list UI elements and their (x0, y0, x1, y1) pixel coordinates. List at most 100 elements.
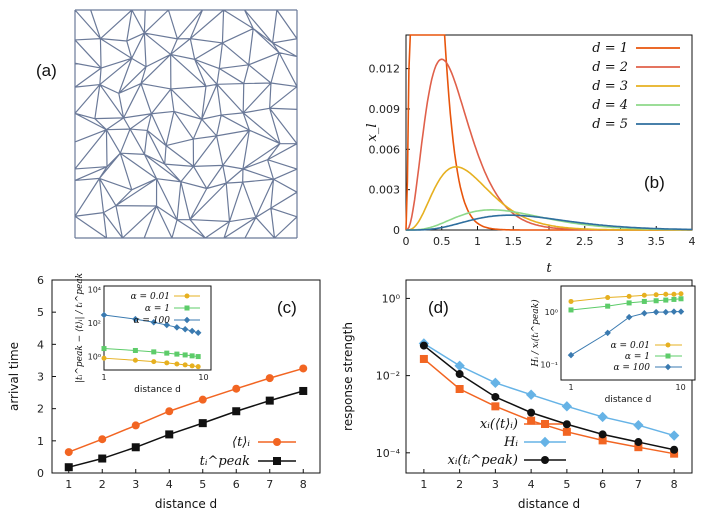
inset-legend-marker-0 (665, 342, 671, 348)
inset-data-point (182, 352, 188, 358)
x-tick-label: 1.5 (505, 235, 523, 248)
data-point (131, 421, 140, 430)
inset-data-point (641, 310, 648, 317)
inset-legend-label-2: α = 100 (133, 316, 170, 326)
legend-marker-1 (539, 436, 551, 448)
legend-label-2: xᵢ(tᵢ^peak) (448, 453, 518, 468)
data-point (165, 407, 174, 416)
y-tick-label: 10⁰ (382, 292, 401, 305)
data-point (198, 395, 207, 404)
inset-data-point (625, 313, 633, 321)
y-tick-label: 0 (37, 467, 44, 480)
inset-data-point (132, 347, 138, 353)
x-tick-label: 7 (266, 478, 273, 491)
data-point (561, 401, 573, 412)
y-tick-label: 4 (37, 338, 44, 351)
x-tick-label: 3 (617, 235, 624, 248)
inset-data-point (653, 298, 659, 304)
inset-legend-marker-2 (183, 316, 191, 324)
inset-y-axis-label: Hᵢ / xᵢ(tᵢ^peak) (530, 299, 541, 368)
data-point (633, 419, 644, 431)
x-tick-label: 3 (492, 478, 499, 491)
data-point (455, 370, 464, 379)
inset-data-point (568, 307, 574, 313)
y-tick-label: 0.009 (369, 103, 401, 116)
panel-label-b: (b) (644, 173, 665, 192)
inset-y-tick-label: 10⁻¹ (540, 360, 558, 369)
data-point (131, 443, 140, 452)
data-point (670, 445, 679, 454)
series-line-1 (423, 342, 675, 437)
data-point (491, 392, 500, 401)
inset-data-point (567, 351, 575, 359)
plot-frame (405, 34, 693, 231)
data-point (299, 386, 308, 395)
inset-data-point (194, 329, 202, 337)
inset-data-point (182, 362, 188, 368)
x-tick-label: 4 (528, 478, 535, 491)
inset-y-axis-label: |tᵢ^peak − ⟨t⟩ᵢ| / tᵢ^peak (75, 273, 85, 383)
x-tick-label: 2.5 (576, 235, 594, 248)
series-line-d2 (405, 58, 692, 231)
inset-data-point (164, 350, 170, 356)
inset-data-point (677, 308, 685, 315)
mesh-edges (74, 9, 298, 239)
y-tick-label: 3 (37, 371, 44, 384)
x-tick-label: 4 (689, 235, 696, 248)
y-tick-label: 1 (37, 435, 44, 448)
y-tick-label: 6 (37, 274, 44, 287)
x-tick-label: 1 (474, 235, 481, 248)
inset-data-point (174, 351, 180, 357)
y-tick-label: 0.012 (369, 63, 401, 76)
x-tick-label: 5 (199, 478, 206, 491)
data-point (98, 454, 107, 463)
inset-data-point (568, 298, 574, 304)
x-tick-label: 0.5 (433, 235, 451, 248)
series-line-d1 (405, 34, 692, 231)
inset-legend-label-1: α = 1 (625, 352, 650, 362)
data-point (668, 430, 680, 441)
data-point (562, 420, 571, 429)
inset-legend-label-0: α = 0.01 (131, 292, 170, 302)
legend-marker-0 (273, 438, 281, 446)
data-point (598, 436, 607, 445)
inset-data-point (652, 308, 660, 316)
data-point (265, 396, 274, 405)
data-point (64, 448, 73, 457)
panel-label-a: (a) (36, 61, 57, 80)
inset-x-axis-label: distance d (134, 385, 181, 395)
data-point (597, 411, 608, 423)
x-tick-label: 1 (65, 478, 72, 491)
inset-data-point (151, 359, 157, 365)
inset-data-point (626, 300, 632, 306)
inset-data-point (173, 324, 181, 331)
x-tick-label: 0 (403, 235, 410, 248)
inset-legend-label-1: α = 1 (145, 304, 170, 314)
data-point (419, 354, 428, 363)
inset-data-point (604, 329, 611, 337)
inset-data-point (188, 327, 196, 335)
inset-data-point (195, 364, 201, 370)
data-point (527, 416, 536, 425)
y-axis-label: arrival time (7, 342, 21, 411)
inset-data-point (101, 346, 107, 352)
series-line-2 (423, 344, 675, 451)
series-line-d3 (406, 165, 692, 231)
inset-legend-marker-1 (665, 353, 671, 359)
inset-data-point (132, 315, 139, 323)
chart-c: 1 2 3 4 5 6 7 8 0 1 2 3 4 5 6 distance d arrival time ⟨t⟩… (7, 273, 321, 511)
chart-d: 1 2 3 4 5 6 7 8 10⁻⁴ 10⁻² 10⁰ distance d response st… (341, 279, 696, 511)
x-tick-label: 3 (132, 478, 139, 491)
x-axis-label: distance d (518, 497, 580, 511)
triangular-mesh (74, 9, 298, 239)
y-tick-label: 0.006 (369, 143, 401, 156)
legend-label-1: Hᵢ (503, 435, 518, 450)
data-point (64, 463, 73, 472)
data-point (562, 427, 571, 436)
legend-marker-0 (541, 420, 549, 428)
data-point (98, 435, 107, 444)
inset-legend-label-0: α = 0.01 (611, 341, 650, 351)
series-line-0 (68, 367, 304, 453)
inset-y-tick-label: 10⁰ (545, 308, 558, 317)
panel-label-d: (d) (428, 298, 449, 317)
